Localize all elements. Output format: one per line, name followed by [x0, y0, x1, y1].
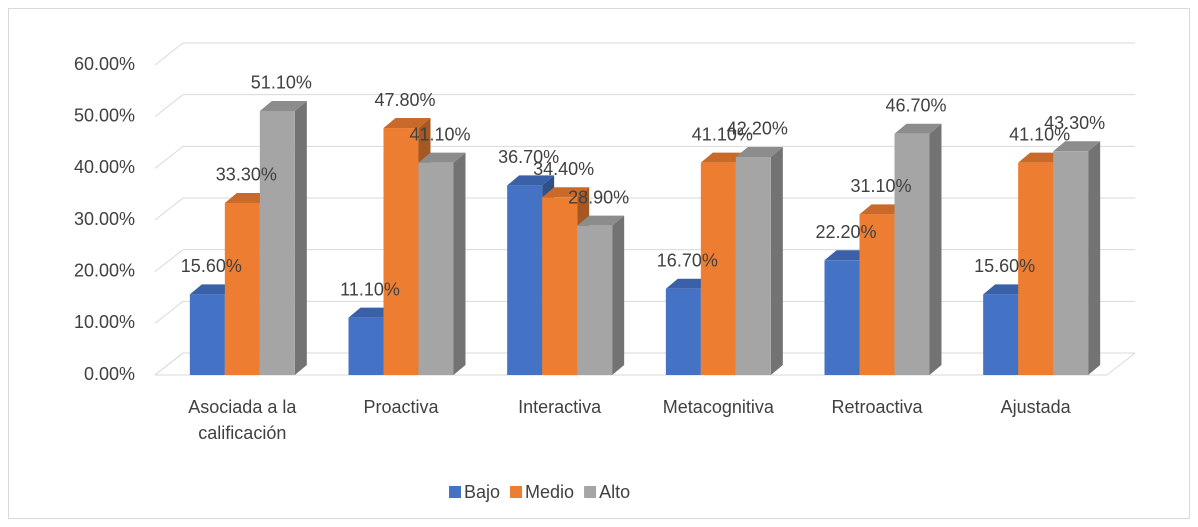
- bar-side: [770, 146, 783, 375]
- bar-side: [612, 215, 625, 375]
- grid-depth: [154, 352, 184, 376]
- bar: [700, 162, 736, 375]
- y-tick-label: 50.00%: [74, 105, 135, 125]
- grid-depth: [154, 42, 184, 66]
- value-label: 15.60%: [974, 256, 1035, 276]
- value-label: 36.70%: [498, 147, 559, 167]
- legend-label: Bajo: [464, 482, 500, 502]
- bar-side: [453, 152, 466, 375]
- bar-top: [577, 215, 625, 226]
- x-tick-label: Ajustada: [1000, 397, 1071, 417]
- floor-right: [1106, 352, 1136, 376]
- bar-top: [507, 175, 555, 186]
- grid-depth: [154, 197, 184, 221]
- value-label: 42.20%: [727, 119, 788, 139]
- y-tick-label: 30.00%: [74, 209, 135, 229]
- bar: [418, 162, 454, 375]
- legend-swatch: [584, 486, 597, 498]
- legend-swatch: [510, 486, 523, 498]
- x-tick-label: Proactiva: [363, 397, 439, 417]
- bar-top: [1053, 141, 1101, 152]
- bar: [735, 156, 771, 375]
- bar: [383, 128, 419, 375]
- bar: [665, 288, 701, 375]
- value-label: 33.30%: [216, 165, 277, 185]
- bar: [348, 317, 384, 375]
- legend-swatch: [449, 486, 461, 498]
- value-label: 34.40%: [533, 159, 594, 179]
- x-tick-label: Retroactiva: [831, 397, 923, 417]
- y-tick-label: 0.00%: [84, 364, 135, 384]
- y-tick-label: 10.00%: [74, 312, 135, 332]
- y-tick-label: 60.00%: [74, 54, 135, 74]
- bar: [577, 225, 613, 375]
- bar: [542, 197, 578, 375]
- bar-top: [735, 146, 783, 157]
- bar-side: [1088, 141, 1101, 375]
- bar: [1053, 151, 1089, 375]
- grid-depth: [154, 300, 184, 324]
- x-tick-label: Interactiva: [518, 397, 602, 417]
- value-label: 11.10%: [340, 279, 400, 299]
- value-label: 47.80%: [374, 90, 435, 110]
- y-tick-label: 20.00%: [74, 260, 135, 280]
- bar: [983, 294, 1019, 375]
- bar: [189, 294, 225, 375]
- legend-label: Alto: [599, 482, 630, 502]
- bar-top: [542, 187, 590, 198]
- bar-side: [294, 100, 307, 375]
- legend-label: Medio: [525, 482, 574, 502]
- value-label: 43.30%: [1044, 113, 1105, 133]
- value-label: 51.10%: [251, 73, 312, 93]
- value-label: 31.10%: [850, 176, 911, 196]
- x-tick-label: Asociada a la calificación: [188, 397, 297, 443]
- bar-top: [259, 100, 307, 111]
- value-label: 16.70%: [657, 250, 718, 270]
- grid-depth: [154, 94, 184, 118]
- bar-top: [894, 123, 942, 134]
- bar: [859, 214, 895, 375]
- bar: [259, 110, 295, 375]
- value-label: 46.70%: [885, 95, 946, 115]
- x-tick-label: Metacognitiva: [662, 397, 774, 417]
- bar-top: [383, 118, 431, 129]
- bar-side: [929, 123, 942, 375]
- grid-depth: [154, 145, 184, 169]
- grid-depth: [154, 249, 184, 273]
- value-label: 41.10%: [692, 124, 753, 144]
- bar-top: [418, 152, 466, 163]
- value-label: 41.10%: [409, 124, 470, 144]
- y-tick-label: 40.00%: [74, 157, 135, 177]
- value-label: 28.90%: [568, 187, 629, 207]
- value-label: 41.10%: [1009, 124, 1070, 144]
- bar: [824, 260, 860, 375]
- bar: [894, 133, 930, 375]
- value-label: 22.20%: [815, 222, 876, 242]
- bar: [1018, 162, 1054, 375]
- bar: [507, 185, 543, 375]
- bar: [224, 202, 260, 375]
- value-label: 15.60%: [181, 256, 242, 276]
